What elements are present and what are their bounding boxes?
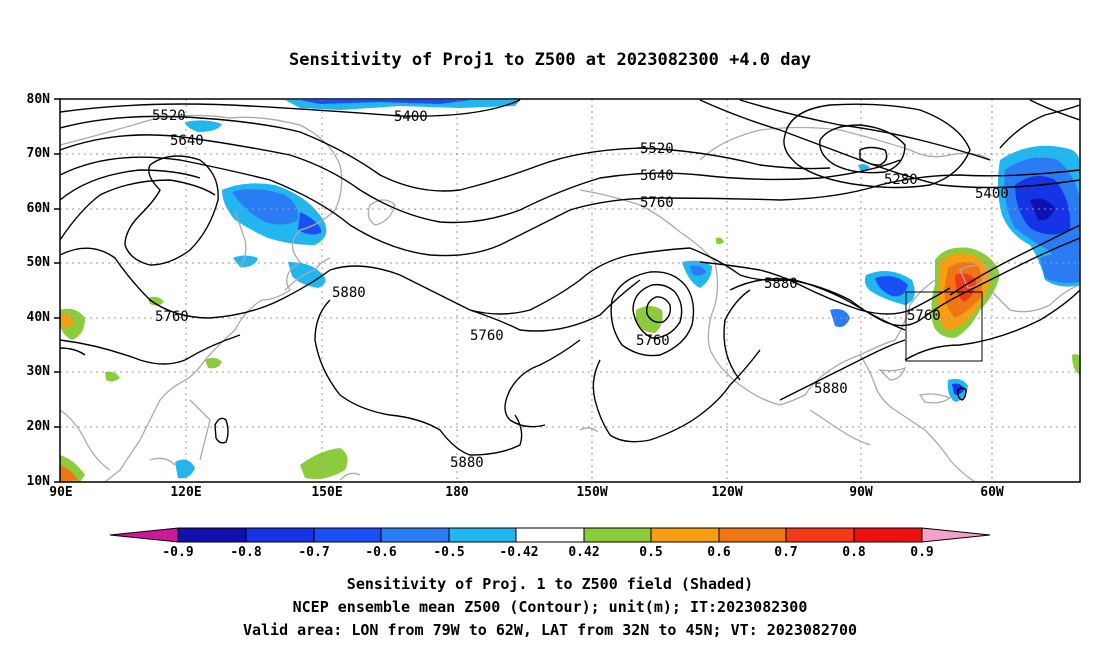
contour-label: 5760 [470, 328, 504, 344]
caption-line-1: Sensitivity of Proj. 1 to Z500 field (Sh… [346, 575, 754, 593]
colorbar-bin [245, 527, 315, 543]
contour-label: 5640 [640, 168, 674, 184]
contour-label: 5640 [170, 133, 204, 149]
colorbar-bin [313, 527, 382, 543]
lat-label-80n: 80N [26, 92, 50, 107]
lat-label-30n: 30N [26, 364, 50, 379]
axis-ticks [54, 98, 60, 483]
lat-label-20n: 20N [26, 419, 50, 434]
colorbar [109, 527, 991, 543]
colorbar-bin [650, 527, 720, 543]
lon-label-150w: 150W [576, 485, 608, 500]
caption-line-2: NCEP ensemble mean Z500 (Contour); unit(… [292, 598, 808, 616]
z500-contours [60, 99, 1080, 456]
contour-label: 5760 [636, 333, 670, 349]
colorbar-bin [583, 527, 652, 543]
colorbar-label: 0.6 [707, 545, 731, 560]
caption-line-3: Valid area: LON from 79W to 62W, LAT fro… [242, 621, 858, 639]
contour-label: 5880 [814, 381, 848, 397]
lon-label-90w: 90W [849, 485, 873, 500]
colorbar-bin [853, 527, 923, 543]
lon-label-150e: 150E [311, 485, 343, 500]
sensitivity-shading [60, 100, 1080, 482]
colorbar-label: -0.9 [162, 545, 194, 560]
lon-label-60w: 60W [980, 485, 1004, 500]
colorbar-label: -0.5 [433, 545, 465, 560]
contour-label: 5520 [152, 108, 186, 124]
lat-label-60n: 60N [26, 201, 50, 216]
contour-label: 5880 [450, 455, 484, 471]
grid-lines [60, 99, 1080, 482]
contour-label: 5520 [640, 141, 674, 157]
colorbar-label: -0.42 [499, 545, 539, 560]
colorbar-left-triangle [109, 527, 179, 543]
map-title: Sensitivity of Proj1 to Z500 at 20230823… [289, 50, 811, 70]
colorbar-label: 0.42 [568, 545, 600, 560]
lon-label-180: 180 [445, 485, 469, 500]
colorbar-right-triangle [921, 527, 991, 543]
colorbar-bin [718, 527, 787, 543]
contour-label: 5760 [640, 195, 674, 211]
contour-label: 5760 [155, 309, 189, 325]
colorbar-label: -0.7 [298, 545, 330, 560]
lat-label-10n: 10N [26, 474, 50, 489]
map-frame [59, 98, 1081, 483]
colorbar-label: 0.9 [910, 545, 934, 560]
contour-label: 5400 [394, 109, 428, 125]
lat-label-70n: 70N [26, 146, 50, 161]
colorbar-label: 0.5 [639, 545, 663, 560]
colorbar-bin [515, 527, 585, 543]
lon-label-120e: 120E [170, 485, 202, 500]
colorbar-label: 0.7 [774, 545, 798, 560]
lat-label-50n: 50N [26, 255, 50, 270]
contour-label: 5280 [884, 172, 918, 188]
colorbar-bin [785, 527, 855, 543]
colorbar-bin [177, 527, 247, 543]
contour-label: 5880 [332, 285, 366, 301]
contour-label: 5400 [975, 186, 1009, 202]
lon-label-120w: 120W [711, 485, 743, 500]
coastlines [60, 114, 1080, 482]
valid-area-box [905, 291, 983, 362]
contour-label: 5760 [907, 308, 941, 324]
colorbar-bin [380, 527, 450, 543]
colorbar-label: 0.8 [842, 545, 866, 560]
lon-label-90e: 90E [49, 485, 73, 500]
contour-label: 5880 [764, 276, 798, 292]
lat-label-40n: 40N [26, 310, 50, 325]
colorbar-label: -0.6 [365, 545, 397, 560]
contour-labels: 5520 5640 5400 5520 5640 5760 5280 5400 … [152, 108, 1009, 471]
colorbar-bin [448, 527, 517, 543]
colorbar-label: -0.8 [230, 545, 262, 560]
